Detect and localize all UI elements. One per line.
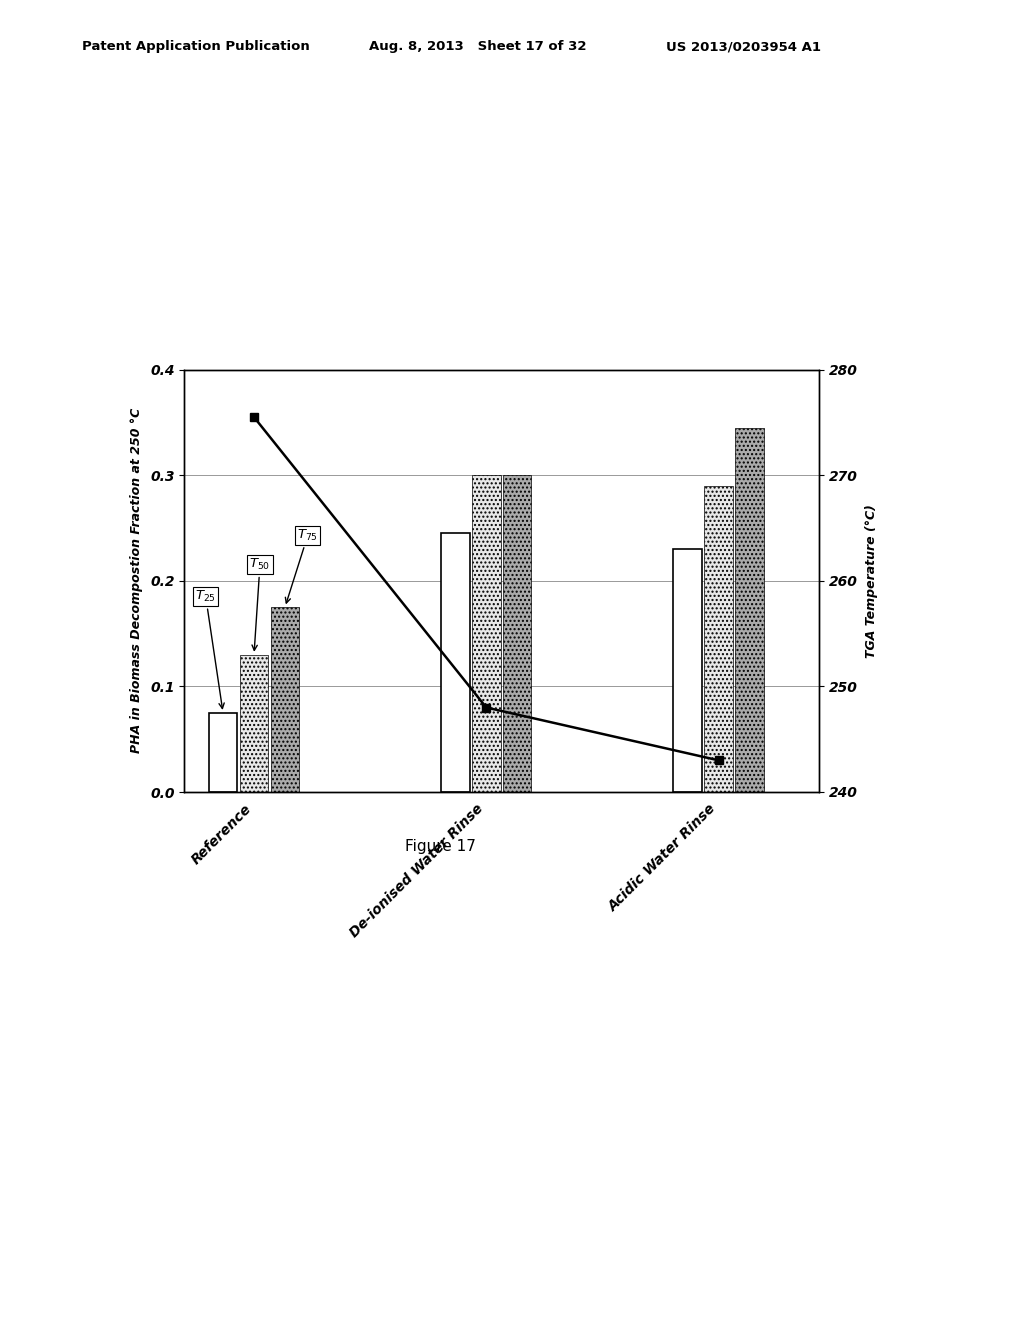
Bar: [705, 486, 733, 792]
Bar: [441, 533, 470, 792]
Bar: [270, 607, 299, 792]
Text: US 2013/0203954 A1: US 2013/0203954 A1: [666, 40, 820, 53]
Bar: [674, 549, 701, 792]
Text: $T_{75}$: $T_{75}$: [286, 528, 318, 603]
Text: Figure 17: Figure 17: [404, 840, 476, 854]
Text: Aug. 8, 2013   Sheet 17 of 32: Aug. 8, 2013 Sheet 17 of 32: [369, 40, 586, 53]
Bar: [472, 475, 501, 792]
Bar: [240, 655, 268, 792]
Text: $T_{50}$: $T_{50}$: [250, 557, 270, 651]
Bar: [735, 428, 764, 792]
Y-axis label: TGA Temperature (°C): TGA Temperature (°C): [864, 504, 878, 657]
Y-axis label: PHA in Biomass Decompostion Fraction at 250 °C: PHA in Biomass Decompostion Fraction at …: [130, 408, 143, 754]
Text: $T_{25}$: $T_{25}$: [196, 589, 224, 709]
Bar: [209, 713, 238, 792]
Bar: [503, 475, 531, 792]
Text: Patent Application Publication: Patent Application Publication: [82, 40, 309, 53]
